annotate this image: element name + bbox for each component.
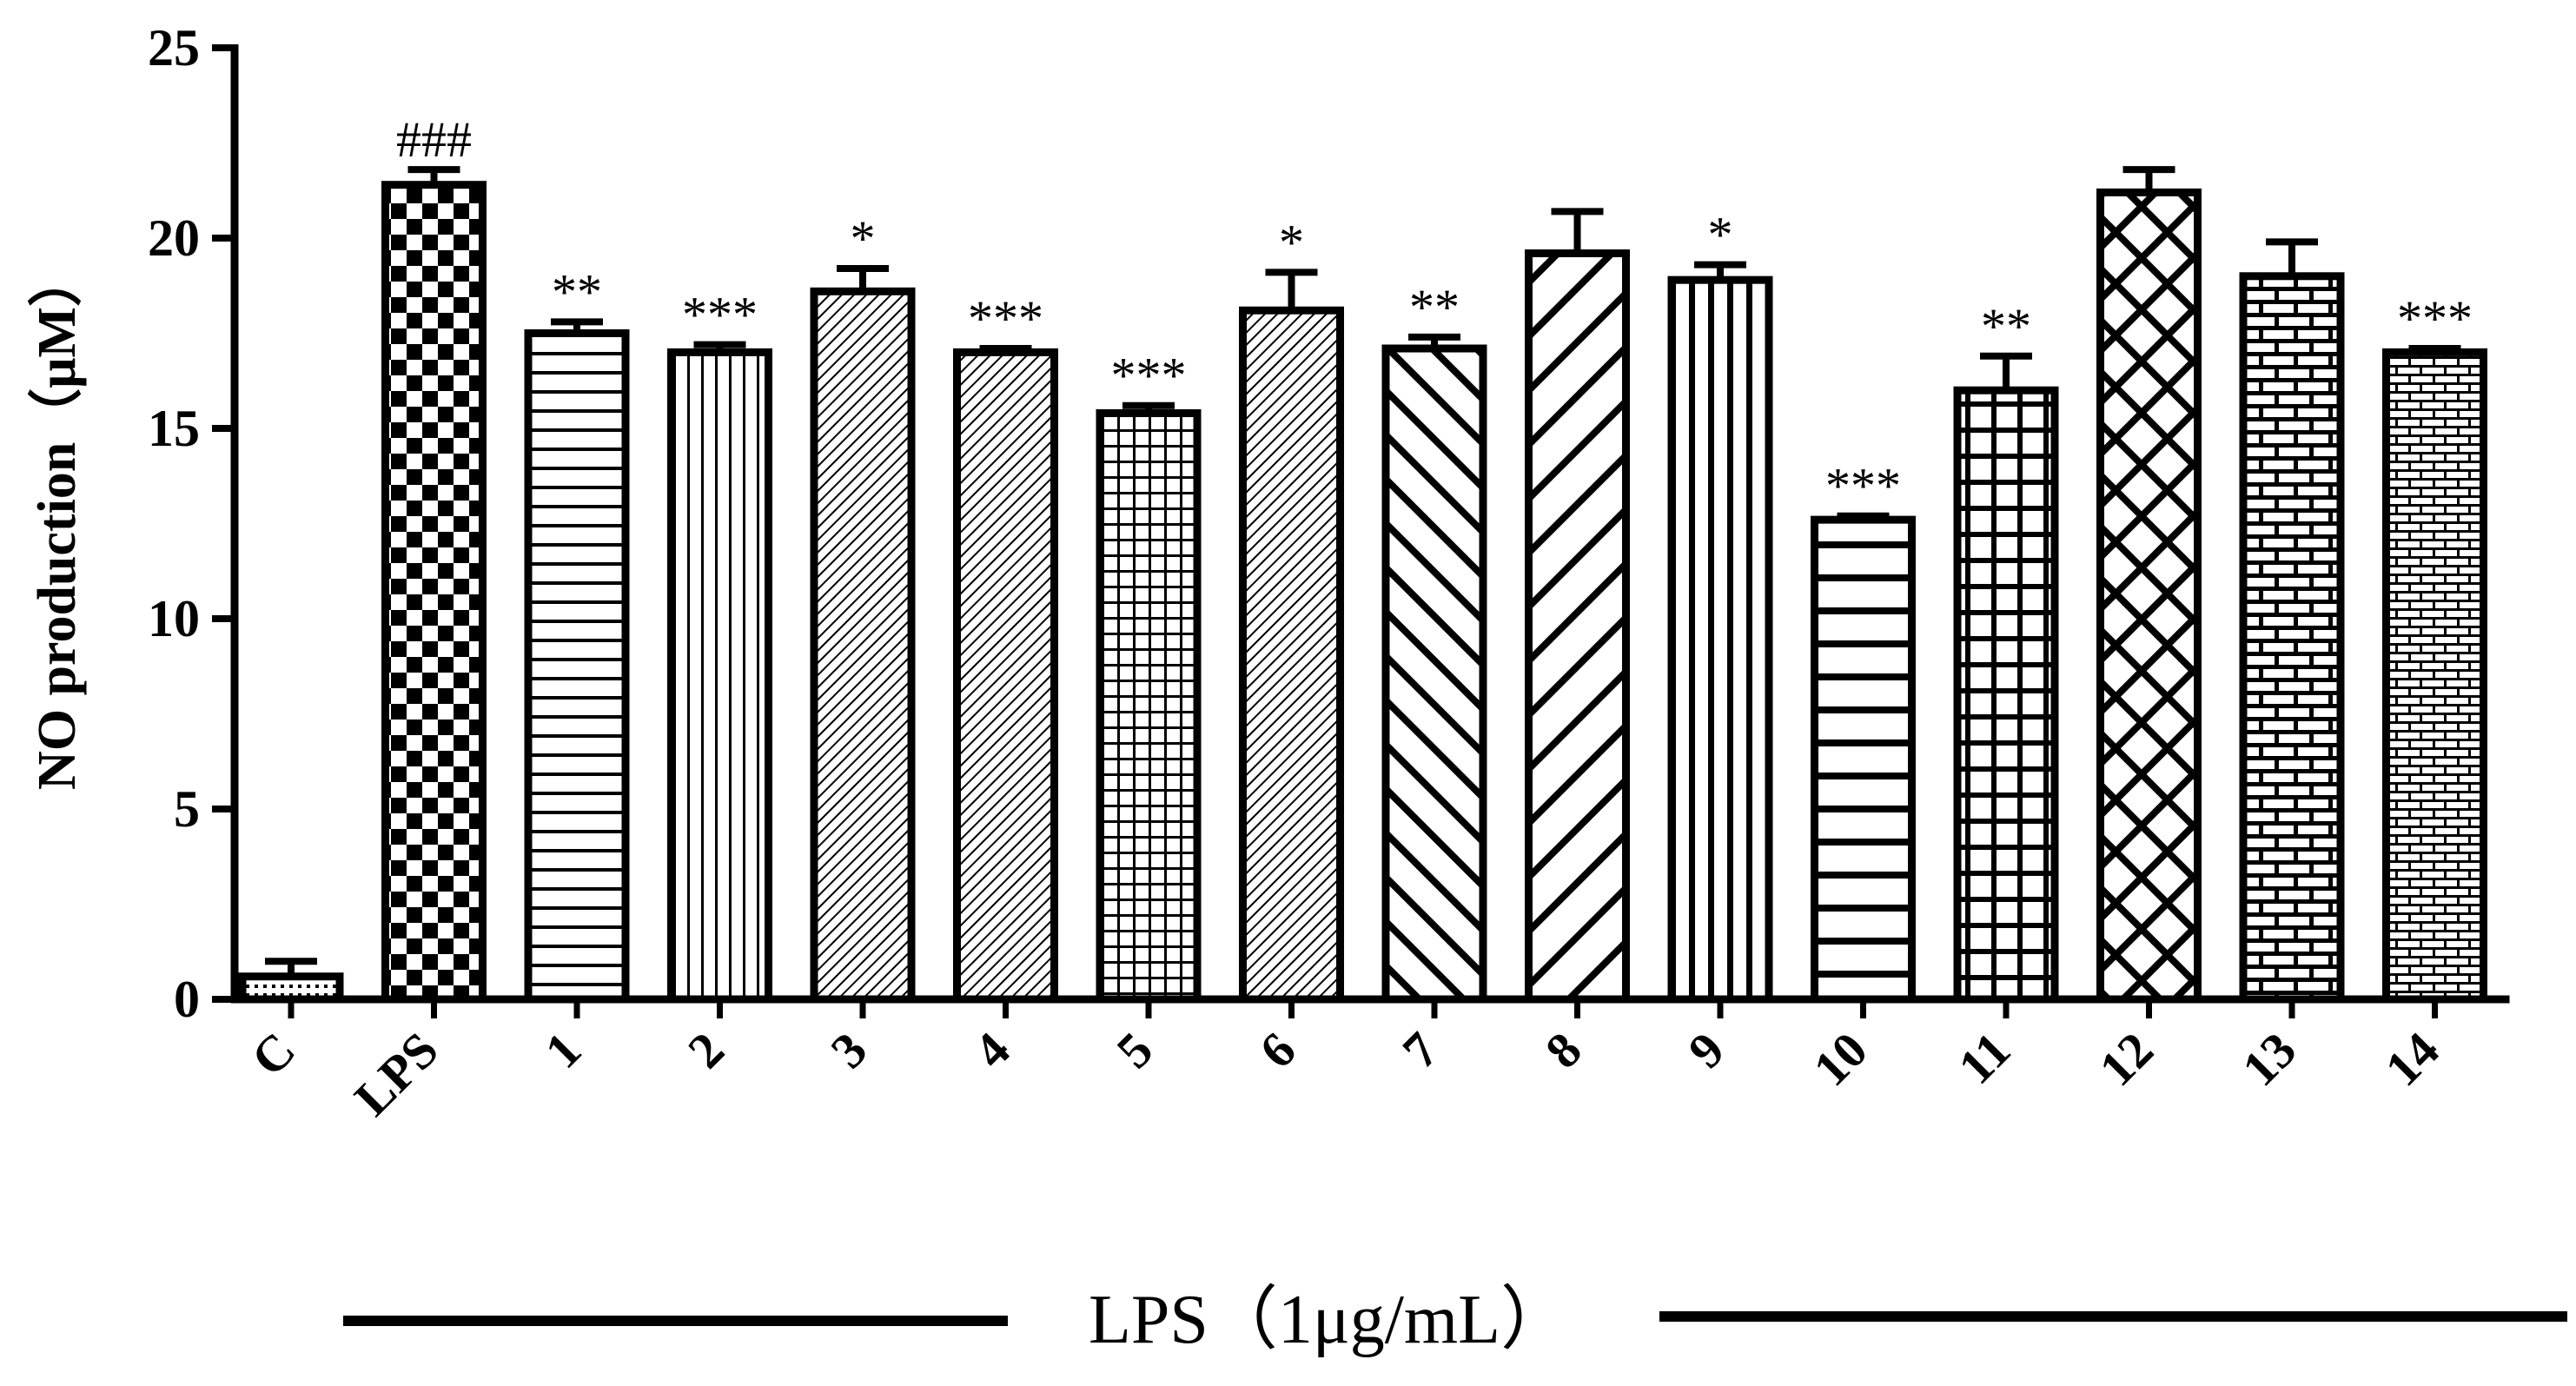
y-tick-label-5: 5	[174, 780, 200, 838]
x-tick-label-2: 2	[677, 1021, 734, 1078]
x-tick-label-13: 13	[2231, 1021, 2307, 1097]
bar-13	[2239, 272, 2345, 1004]
y-tick-label-15: 15	[148, 400, 200, 457]
significance-4: ***	[968, 290, 1043, 347]
significance-11: **	[1981, 298, 2031, 355]
x-tick-label-1: 1	[534, 1021, 592, 1078]
bar-5	[1096, 408, 1202, 1004]
y-tick-label-25: 25	[148, 19, 200, 76]
significance-LPS: ###	[396, 111, 472, 168]
significance-1: **	[552, 263, 602, 320]
bar-8	[1525, 249, 1630, 1004]
significance-5: ***	[1111, 348, 1187, 404]
significance-10: ***	[1825, 458, 1901, 514]
significance-14: ***	[2397, 290, 2473, 347]
x-tick-label-4: 4	[963, 1021, 1020, 1078]
bar-3	[810, 287, 916, 1004]
bar-LPS	[381, 181, 487, 1004]
bar-4	[953, 348, 1058, 1004]
bar-2	[667, 348, 772, 1004]
x-tick-label-6: 6	[1248, 1021, 1306, 1078]
y-axis-label: NO production（μM）	[26, 253, 87, 790]
significance-9: *	[1708, 207, 1733, 263]
lps-group-label: LPS（1μg/mL）	[1089, 1282, 1570, 1358]
x-tick-label-11: 11	[1947, 1021, 2021, 1095]
y-tick-label-10: 10	[148, 590, 200, 647]
y-tick-label-0: 0	[174, 971, 200, 1028]
x-tick-label-8: 8	[1534, 1021, 1592, 1078]
bar-11	[1953, 386, 2059, 1004]
significance-6: *	[1279, 214, 1304, 270]
significance-2: ***	[682, 287, 758, 343]
x-tick-label-3: 3	[820, 1021, 877, 1078]
x-tick-label-14: 14	[2374, 1021, 2450, 1097]
x-tick-label-LPS: LPS	[344, 1021, 449, 1126]
x-tick-label-12: 12	[2089, 1021, 2164, 1097]
x-tick-label-7: 7	[1392, 1021, 1449, 1078]
bar-7	[1381, 344, 1487, 1004]
significance-3: *	[851, 210, 876, 267]
x-tick-label-5: 5	[1106, 1021, 1163, 1078]
bar-1	[524, 329, 630, 1004]
bar-14	[2382, 348, 2487, 1004]
bar-12	[2096, 188, 2202, 1004]
significance-7: **	[1409, 279, 1460, 335]
x-tick-label-9: 9	[1678, 1021, 1735, 1078]
y-tick-label-20: 20	[148, 209, 200, 267]
x-tick-label-10: 10	[1803, 1021, 1878, 1097]
bar-6	[1239, 306, 1344, 1004]
x-tick-label-C: C	[241, 1021, 307, 1087]
bars: ###** ******************* ***	[238, 111, 2487, 1004]
bar-10	[1811, 515, 1916, 1004]
bar-9	[1667, 275, 1773, 1004]
